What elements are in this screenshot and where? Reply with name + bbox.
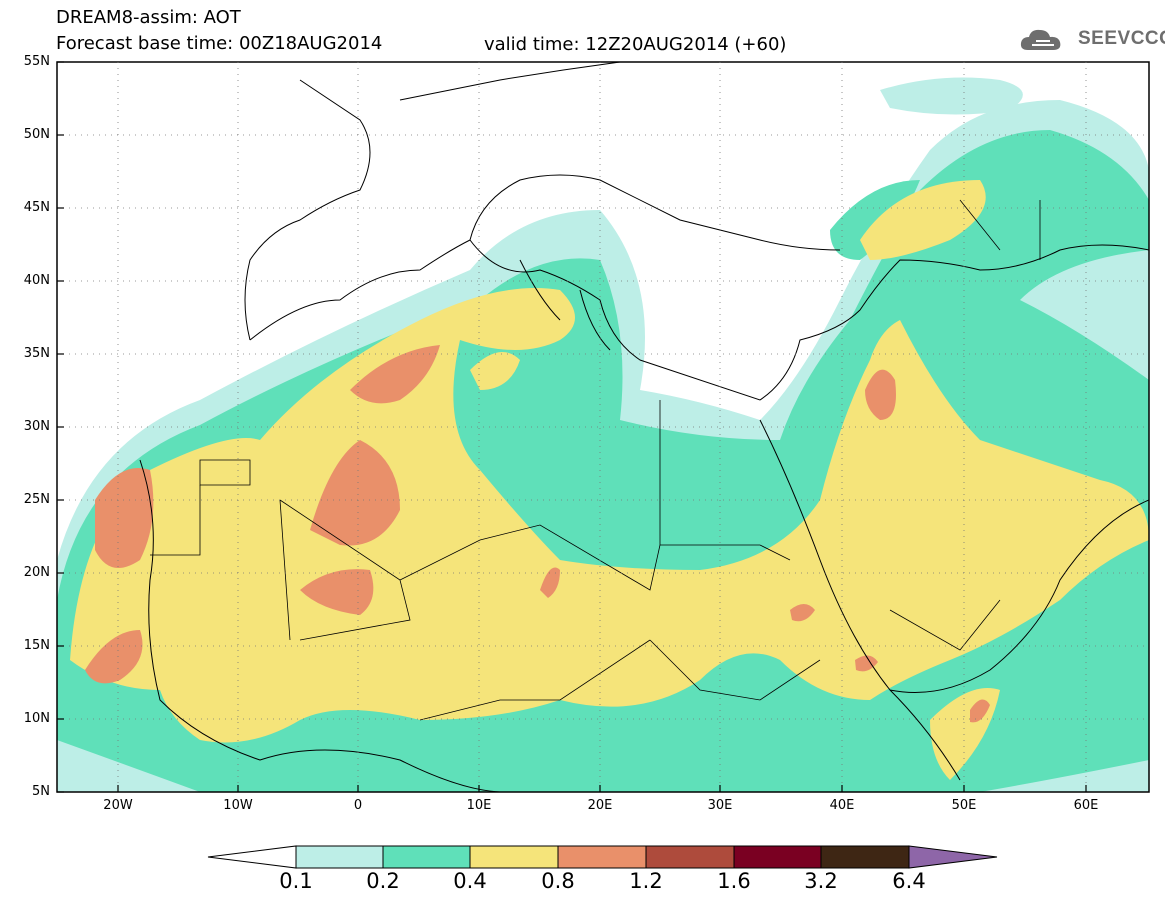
aot-contour-08c — [350, 345, 440, 404]
logo-text: SEEVCCC — [1078, 28, 1165, 49]
aot-contour-08h — [790, 604, 815, 622]
valid-time: valid time: 12Z20AUG2014 (+60) — [484, 34, 787, 55]
lon-label: 10E — [466, 798, 492, 813]
colorbar-box-0.1-0.2 — [295, 845, 384, 869]
colorbar-label: 0.1 — [279, 869, 313, 893]
aot-contour-08i — [855, 655, 878, 672]
colorbar-label: 0.8 — [541, 869, 575, 893]
aot-contour-01b — [880, 77, 1023, 115]
lat-label: 5N — [32, 784, 50, 799]
lon-label: 30E — [707, 798, 733, 813]
colorbar-box-1.2-1.6 — [645, 845, 735, 869]
map-title: DREAM8-assim: AOT — [56, 7, 241, 28]
colorbar-low-arrow — [207, 845, 297, 869]
aot-contour-08j — [970, 699, 990, 723]
aot-contour-02b — [830, 180, 920, 260]
lat-label: 45N — [23, 200, 50, 215]
colorbar-label: 6.4 — [892, 869, 926, 893]
aot-contour-04b — [470, 352, 520, 390]
lat-label: 50N — [23, 127, 50, 142]
colorbar-label: 3.2 — [804, 869, 838, 893]
aot-contour-08b — [85, 630, 143, 684]
lat-label: 55N — [23, 54, 50, 69]
lat-label: 20N — [23, 565, 50, 580]
colorbar-box-1.6-3.2 — [733, 845, 822, 869]
aot-contour-08f — [540, 567, 560, 598]
forecast-base-time: Forecast base time: 00Z18AUG2014 — [56, 33, 383, 54]
colorbar-high-arrow — [908, 845, 998, 869]
axis-ticks — [57, 61, 1087, 793]
lat-label: 40N — [23, 273, 50, 288]
lat-label: 25N — [23, 492, 50, 507]
colorbar-label: 1.2 — [629, 869, 663, 893]
colorbar — [207, 845, 998, 869]
lon-label: 10W — [223, 798, 253, 813]
aot-contour-08d — [310, 440, 400, 546]
lon-label: 20W — [103, 798, 133, 813]
colorbar-box-0.8-1.2 — [557, 845, 647, 869]
aot-contour-04c — [860, 180, 986, 260]
lat-label: 15N — [23, 638, 50, 653]
lat-label: 30N — [23, 419, 50, 434]
lon-label: 20E — [587, 798, 613, 813]
colorbar-box-0.4-0.8 — [469, 845, 559, 869]
lat-label: 35N — [23, 346, 50, 361]
aot-contour-08a — [95, 468, 154, 568]
colorbar-box-3.2-6.4 — [820, 845, 910, 869]
colorbar-label: 0.2 — [366, 869, 400, 893]
cloud-logo-icon — [1020, 29, 1061, 50]
lon-label: 40E — [829, 798, 855, 813]
coastlines — [139, 62, 1149, 792]
lon-label: 50E — [951, 798, 977, 813]
colorbar-label: 0.4 — [453, 869, 487, 893]
lon-label: 0 — [353, 798, 363, 813]
graticule — [57, 62, 1149, 792]
borders — [150, 199, 1041, 721]
colorbar-box-0.2-0.4 — [382, 845, 471, 869]
lat-label: 10N — [23, 711, 50, 726]
colorbar-label: 1.6 — [717, 869, 751, 893]
aot-contour-08e — [300, 569, 374, 615]
lon-label: 60E — [1073, 798, 1099, 813]
aot-contour-08g — [865, 369, 896, 420]
